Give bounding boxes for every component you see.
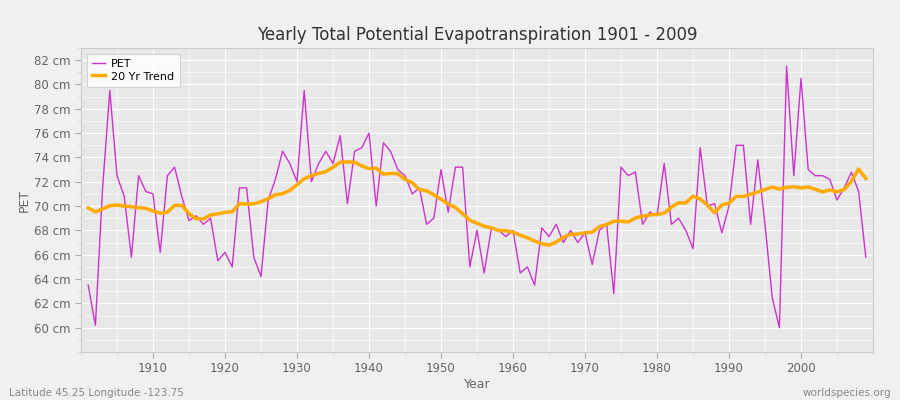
20 Yr Trend bbox=[860, 176, 871, 181]
Line: 20 Yr Trend: 20 Yr Trend bbox=[88, 162, 866, 245]
X-axis label: Year: Year bbox=[464, 378, 490, 391]
Title: Yearly Total Potential Evapotranspiration 1901 - 2009: Yearly Total Potential Evapotranspiratio… bbox=[256, 26, 698, 44]
PET bbox=[83, 283, 94, 288]
PET bbox=[299, 88, 310, 93]
PET bbox=[140, 189, 151, 194]
Legend: PET, 20 Yr Trend: PET, 20 Yr Trend bbox=[86, 54, 180, 87]
PET bbox=[342, 201, 353, 206]
20 Yr Trend bbox=[83, 206, 94, 210]
PET bbox=[508, 228, 518, 233]
PET bbox=[594, 228, 605, 233]
20 Yr Trend bbox=[508, 230, 518, 234]
20 Yr Trend bbox=[349, 160, 360, 165]
Y-axis label: PET: PET bbox=[18, 188, 32, 212]
20 Yr Trend bbox=[544, 243, 554, 248]
PET bbox=[500, 234, 511, 239]
20 Yr Trend bbox=[608, 219, 619, 224]
PET bbox=[860, 255, 871, 260]
20 Yr Trend bbox=[515, 233, 526, 238]
20 Yr Trend bbox=[342, 160, 353, 164]
PET bbox=[781, 64, 792, 69]
PET bbox=[774, 325, 785, 330]
Text: worldspecies.org: worldspecies.org bbox=[803, 388, 891, 398]
Text: Latitude 45.25 Longitude -123.75: Latitude 45.25 Longitude -123.75 bbox=[9, 388, 184, 398]
Line: PET: PET bbox=[88, 66, 866, 328]
20 Yr Trend bbox=[140, 206, 151, 211]
20 Yr Trend bbox=[299, 176, 310, 181]
